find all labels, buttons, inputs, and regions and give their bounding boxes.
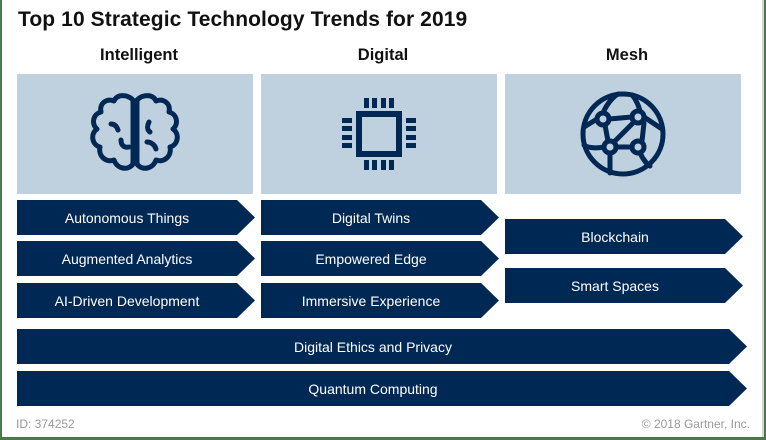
column-heading-mesh: Mesh (605, 46, 649, 64)
trend-label: Autonomous Things (64, 209, 190, 226)
trend-ai-driven-development: AI-Driven Development (17, 283, 255, 318)
icon-panel-intelligent (17, 74, 253, 194)
trend-empowered-edge: Empowered Edge (261, 241, 499, 276)
trend-label: Immersive Experience (301, 292, 441, 309)
trend-label: Quantum Computing (308, 380, 438, 397)
trend-label: Augmented Analytics (61, 250, 193, 267)
trend-label: Digital Ethics and Privacy (294, 338, 452, 355)
icon-panel-mesh (505, 74, 741, 194)
trend-autonomous-things: Autonomous Things (17, 200, 255, 235)
trend-label: Blockchain (581, 228, 649, 245)
trend-quantum-computing: Quantum Computing (17, 371, 747, 406)
trend-label: Empowered Edge (315, 250, 427, 267)
diagram-title: Top 10 Strategic Technology Trends for 2… (18, 8, 468, 31)
trend-digital-ethics-and-privacy: Digital Ethics and Privacy (17, 329, 747, 364)
column-heading-digital: Digital (357, 46, 409, 64)
brain-icon (90, 93, 180, 171)
trend-blockchain: Blockchain (505, 219, 743, 254)
column-heading-intelligent: Intelligent (100, 46, 178, 64)
globe-network-icon (580, 91, 666, 177)
trend-label: AI-Driven Development (54, 292, 200, 309)
chip-icon (342, 98, 416, 170)
trend-augmented-analytics: Augmented Analytics (17, 241, 255, 276)
trend-label: Smart Spaces (571, 277, 659, 294)
figure-id: ID: 374252 (16, 417, 75, 431)
trend-immersive-experience: Immersive Experience (261, 283, 499, 318)
trend-smart-spaces: Smart Spaces (505, 268, 743, 303)
icon-panel-digital (261, 74, 497, 194)
trend-label: Digital Twins (331, 209, 411, 226)
copyright: © 2018 Gartner, Inc. (641, 417, 750, 431)
trend-digital-twins: Digital Twins (261, 200, 499, 235)
